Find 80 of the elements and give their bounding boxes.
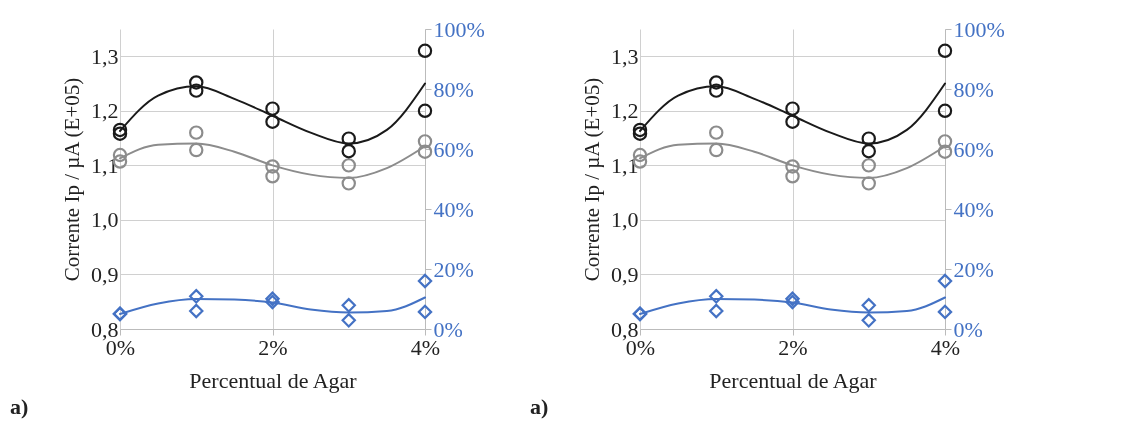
point [341, 158, 356, 173]
y-tick-label: 0,9 [91, 261, 119, 287]
point [265, 114, 280, 129]
point [341, 176, 356, 191]
point [785, 159, 800, 174]
point [937, 134, 953, 149]
x-tick-label: 2% [778, 334, 808, 360]
point [709, 125, 724, 140]
x-axis-title: Percentual de Agar [189, 367, 358, 393]
point [189, 75, 204, 90]
point [417, 103, 433, 119]
point [189, 142, 204, 158]
point [861, 143, 876, 159]
point [417, 134, 433, 149]
point [937, 43, 953, 59]
point [417, 43, 433, 59]
text: a) [530, 394, 549, 419]
point [112, 122, 128, 138]
point [265, 159, 280, 174]
point [785, 169, 800, 184]
text: a) [10, 394, 29, 419]
point [709, 83, 724, 98]
point [709, 142, 724, 158]
point [632, 126, 648, 141]
y-tick-label: 1,3 [611, 43, 639, 69]
y-tick-label: 1,1 [91, 152, 119, 178]
y2-tick-label: 20% [953, 256, 994, 282]
x-tick-label: 2% [258, 334, 288, 360]
y-axis-title: Corrente Ip / µA (E+05) [60, 77, 84, 282]
point [417, 304, 433, 320]
point [709, 289, 724, 304]
point [937, 304, 953, 320]
point [265, 294, 280, 310]
point [112, 126, 128, 141]
point [785, 114, 800, 129]
point [265, 101, 280, 116]
point [189, 125, 204, 140]
y2-tick-label: 60% [433, 136, 474, 162]
y-tick-label: 1,1 [611, 152, 639, 178]
y-tick-label: 1,2 [611, 98, 639, 124]
point [417, 273, 433, 289]
y2-tick-label: 80% [433, 76, 474, 102]
y-tick-label: 0,9 [611, 261, 639, 287]
point [861, 158, 876, 173]
y2-tick-label: 60% [953, 136, 994, 162]
point [265, 169, 280, 184]
point [341, 313, 356, 328]
point [632, 122, 648, 138]
point [937, 273, 953, 289]
y2-tick-label: 40% [433, 196, 474, 222]
point [189, 289, 204, 304]
point [341, 143, 356, 159]
point [937, 103, 953, 119]
y2-tick-label: 40% [953, 196, 994, 222]
point [937, 144, 953, 159]
y-tick-label: 1,2 [91, 98, 119, 124]
y-tick-label: 1,0 [611, 207, 639, 233]
x-axis-title: Percentual de Agar [709, 367, 878, 393]
point [417, 144, 433, 159]
y-axis-title: Corrente Ip / µA (E+05) [580, 77, 604, 282]
point [785, 294, 800, 310]
point [189, 83, 204, 98]
y2-tick-label: 100% [433, 16, 485, 42]
point [861, 313, 876, 328]
point [785, 101, 800, 116]
point [861, 298, 876, 313]
y-tick-label: 1,3 [91, 43, 119, 69]
point [341, 131, 356, 146]
point [709, 75, 724, 90]
point [709, 303, 724, 319]
point [785, 291, 800, 306]
y-tick-label: 1,0 [91, 207, 119, 233]
y2-tick-label: 80% [953, 76, 994, 102]
point [861, 176, 876, 191]
y2-tick-label: 100% [953, 16, 1005, 42]
point [265, 291, 280, 306]
point [341, 298, 356, 313]
point [861, 131, 876, 146]
y2-tick-label: 20% [433, 256, 474, 282]
point [189, 303, 204, 319]
